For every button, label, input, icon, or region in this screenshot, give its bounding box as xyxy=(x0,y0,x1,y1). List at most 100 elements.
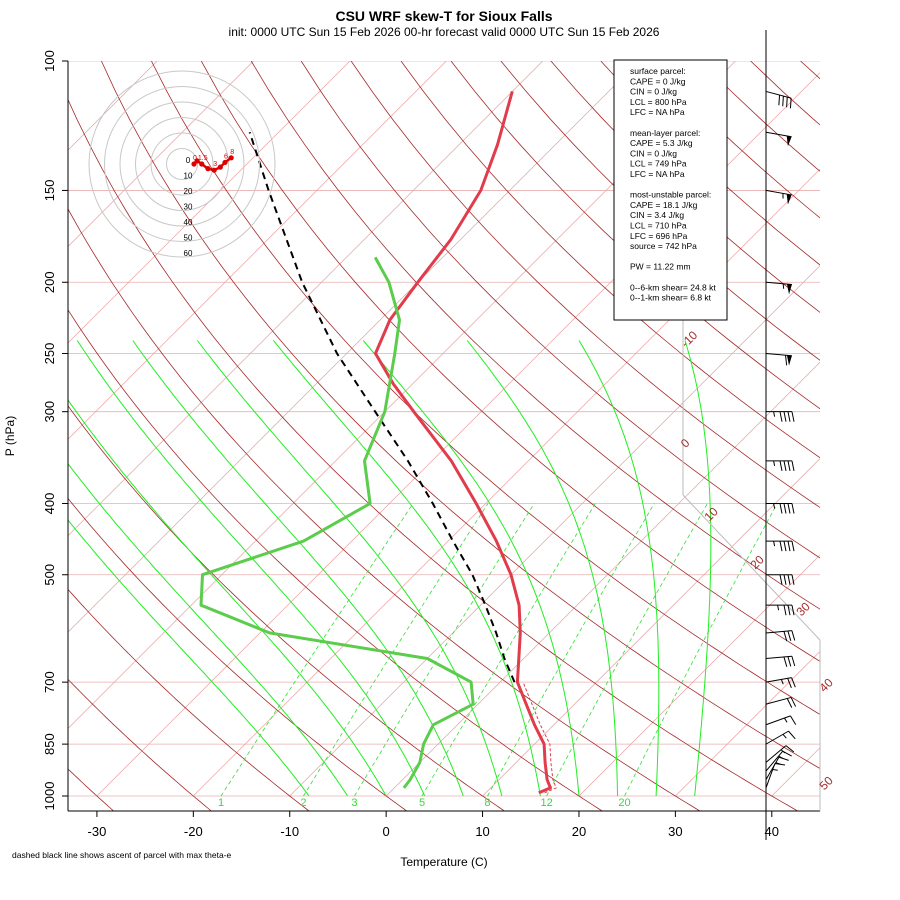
stability-info-line: LCL = 710 hPa xyxy=(630,221,687,231)
pressure-tick-label: 150 xyxy=(42,180,57,202)
chart-subtitle: init: 0000 UTC Sun 15 Feb 2026 00-hr for… xyxy=(229,25,660,39)
temperature-tick-label: -30 xyxy=(88,824,107,839)
isotherm-line xyxy=(868,61,900,796)
temperature-tick-label: -10 xyxy=(280,824,299,839)
hodograph-ring xyxy=(135,117,229,211)
dry-adiabat-line xyxy=(200,61,820,662)
temperature-axis-ticks: -30 -20 -10 0 10 20 30 40 xyxy=(88,811,779,839)
mixing-ratio-label: 12 xyxy=(540,797,552,809)
stability-info-line: CIN = 0 J/kg xyxy=(630,148,677,158)
stability-info-line: CIN = 3.4 J/kg xyxy=(630,210,684,220)
hodograph-ring xyxy=(119,101,245,227)
hodograph-point xyxy=(211,167,217,173)
dry-adiabat-lines xyxy=(68,61,820,811)
mixing-ratio-label: 5 xyxy=(419,797,425,809)
dry-adiabat-line xyxy=(350,61,820,508)
moist-adiabat-line xyxy=(578,340,660,797)
stability-info-line: mean-layer parcel: xyxy=(630,128,700,138)
wind-barb xyxy=(766,411,795,422)
wind-barb xyxy=(765,352,792,366)
wind-barb xyxy=(765,189,792,205)
mixing-ratio-label: 8 xyxy=(484,797,490,809)
hodograph-ring xyxy=(88,70,276,258)
chart-title: CSU WRF skew-T for Sioux Falls xyxy=(335,8,552,24)
hodograph-ring-label: 0 xyxy=(186,156,191,165)
pressure-tick-label: 400 xyxy=(42,493,57,515)
hodograph-ring-label: 20 xyxy=(184,187,193,196)
wind-barb xyxy=(765,750,792,772)
wind-barb xyxy=(766,460,795,471)
pressure-tick-label: 100 xyxy=(42,50,57,72)
temperature-tick-label: 0 xyxy=(383,824,390,839)
wind-barb xyxy=(766,540,795,552)
dry-adiabat-line xyxy=(250,61,820,610)
stability-info-box xyxy=(613,59,728,321)
wind-barb xyxy=(765,756,789,780)
mixing-ratio-labels: 1 2 3 5 8 12 20 xyxy=(218,797,631,809)
isotherm-line xyxy=(482,458,820,797)
moist-adiabat-line xyxy=(273,340,541,797)
x-axis-label: Temperature (C) xyxy=(400,855,487,869)
dry-adiabat-line xyxy=(68,678,212,811)
mixing-ratio-line xyxy=(303,503,489,797)
moist-adiabat-line xyxy=(76,340,426,797)
hodograph-ring xyxy=(104,86,260,242)
hodograph-point xyxy=(199,161,205,167)
temperature-profile-group xyxy=(374,90,557,795)
wind-barb xyxy=(766,604,795,616)
isotherm-line xyxy=(68,61,254,247)
virtual-temperature-line xyxy=(522,681,557,794)
isotherm-line xyxy=(68,61,640,633)
moist-adiabat-line xyxy=(68,519,310,797)
isotherm-line xyxy=(68,61,543,537)
wind-barb xyxy=(766,574,795,585)
isotherm-label: 20 xyxy=(747,552,767,572)
isotherm-label: 30 xyxy=(793,599,813,619)
hodograph-point-label: 3 xyxy=(213,161,217,168)
hodograph-ring-label: 40 xyxy=(184,218,193,227)
dry-adiabat-line xyxy=(68,309,603,811)
stability-info-line: CAPE = 18.1 J/kg xyxy=(630,200,698,210)
mixing-ratio-label: 1 xyxy=(218,797,224,809)
moist-adiabat-line xyxy=(132,340,464,797)
mixing-ratio-line xyxy=(354,503,535,797)
wind-barb xyxy=(765,131,792,147)
wind-barb xyxy=(765,715,797,726)
moist-adiabat-line xyxy=(466,340,618,796)
isotherm-line xyxy=(675,650,820,797)
stability-info-line: CIN = 0 J/kg xyxy=(630,87,677,97)
plot-diagonal-edge xyxy=(682,494,821,641)
hodograph-ring xyxy=(150,132,214,196)
pressure-tick-label: 700 xyxy=(42,671,57,693)
stability-info-line: 0--6-km shear= 24.8 kt xyxy=(630,282,716,292)
dewpoint-profile-group xyxy=(199,256,475,789)
isotherm-line xyxy=(68,61,351,344)
hodograph-ring-label: 60 xyxy=(184,249,193,258)
isotherm-label: 10 xyxy=(701,504,721,524)
isotherm-line xyxy=(289,265,820,797)
isotherm-label: -10 xyxy=(678,328,700,350)
temperature-line xyxy=(374,90,552,795)
temperature-tick-label: 40 xyxy=(765,824,779,839)
mixing-ratio-line xyxy=(546,503,708,797)
temperature-tick-label: 10 xyxy=(475,824,489,839)
hodograph-point-label: 6 xyxy=(224,153,228,160)
mixing-ratio-line xyxy=(487,503,655,797)
pressure-tick-label: 850 xyxy=(42,733,57,755)
stability-info-line: CAPE = 0 J/kg xyxy=(630,76,686,86)
hodograph-point xyxy=(222,159,228,166)
isotherm-line xyxy=(193,168,820,797)
pressure-tick-label: 300 xyxy=(42,401,57,423)
pressure-tick-label: 200 xyxy=(42,271,57,293)
wind-barb xyxy=(765,696,797,708)
dry-adiabat-line xyxy=(750,61,820,126)
dry-adiabat-line xyxy=(400,61,820,459)
pressure-tick-label: 250 xyxy=(42,343,57,365)
moist-adiabat-line xyxy=(197,340,503,797)
hodograph-ring-label: 50 xyxy=(184,234,193,243)
wind-barbs xyxy=(765,90,797,789)
stability-info-line: PW = 11.22 mm xyxy=(630,262,691,272)
stability-info-line: LCL = 800 hPa xyxy=(630,97,687,107)
stability-info-line: 0--1-km shear= 6.8 kt xyxy=(630,293,712,303)
